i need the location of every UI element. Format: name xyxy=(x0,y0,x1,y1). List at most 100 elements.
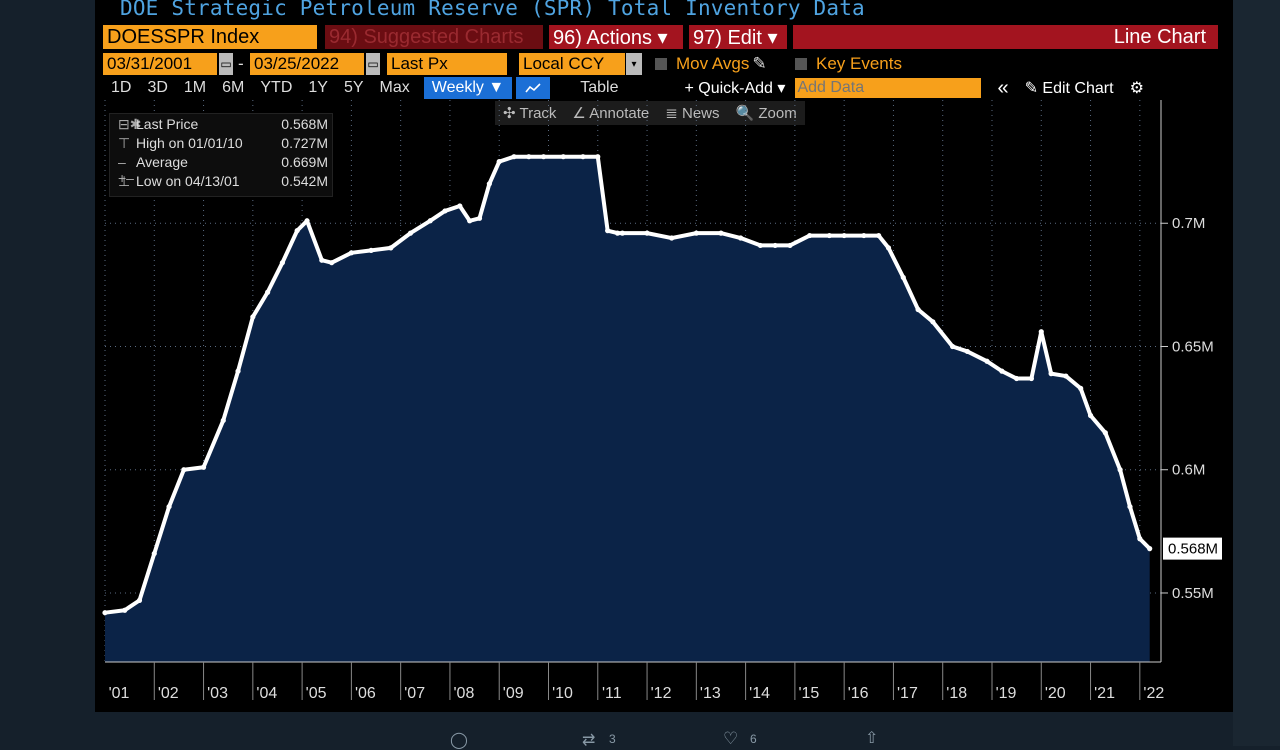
series-segment xyxy=(930,319,955,349)
x-tick-label: '02 xyxy=(158,685,179,702)
line-chart-icon[interactable] xyxy=(516,77,551,99)
range-ytd-button[interactable]: YTD xyxy=(260,79,293,96)
series-segment xyxy=(201,418,226,470)
x-tick-label: '09 xyxy=(503,685,524,702)
checkbox[interactable] xyxy=(655,58,667,70)
range-1d-button[interactable]: 1D xyxy=(111,79,132,96)
quick-add-menu[interactable]: + Quick-Add ▾ xyxy=(684,80,786,97)
range-6m-button[interactable]: 6M xyxy=(222,79,245,96)
data-point xyxy=(999,368,1005,374)
series-segment xyxy=(329,250,354,265)
retweet-icon[interactable]: ⇄ xyxy=(582,732,596,749)
edit-menu[interactable]: 97) Edit ▾ xyxy=(689,25,787,49)
range-1m-button[interactable]: 1M xyxy=(183,79,207,96)
series-segment xyxy=(645,231,674,241)
chart-tools-bar: ✣ Track ∠ Annotate ≣ News 🔍 Zoom xyxy=(495,101,805,125)
series-segment xyxy=(1039,329,1054,376)
table-button[interactable]: Table xyxy=(580,79,619,96)
data-point xyxy=(984,358,990,364)
like-icon[interactable]: ♡ xyxy=(723,729,739,748)
reply-icon[interactable]: ◯ xyxy=(450,732,468,749)
add-data-input[interactable] xyxy=(795,78,982,98)
chart-window: DOE Strategic Petroleum Reserve (SPR) To… xyxy=(95,0,1233,712)
x-tick-label: '14 xyxy=(749,685,770,702)
currency-selector[interactable]: Local CCY xyxy=(519,53,625,75)
tweet-actions: ◯ ⇄ 3 ♡ 6 ⇧ xyxy=(0,712,1233,749)
series-segment xyxy=(1029,329,1044,381)
news-button[interactable]: ≣ News xyxy=(665,105,720,122)
series-segment xyxy=(738,236,763,248)
series-segment xyxy=(787,233,812,248)
data-point xyxy=(718,230,724,236)
data-point xyxy=(457,203,463,209)
x-tick-label: '07 xyxy=(404,685,425,702)
series-segment xyxy=(236,314,255,374)
share-icon[interactable]: ⇧ xyxy=(865,730,879,747)
data-point xyxy=(1028,375,1035,382)
annotate-button[interactable]: ∠ Annotate xyxy=(572,105,650,122)
data-point xyxy=(619,230,626,236)
series-segment xyxy=(487,159,502,186)
data-point xyxy=(560,154,566,160)
track-button[interactable]: ✣ Track xyxy=(503,105,557,122)
x-tick-label: '05 xyxy=(306,685,327,702)
key-events-label: Key Events xyxy=(816,54,902,73)
data-point xyxy=(122,607,128,613)
data-point xyxy=(1137,536,1143,542)
x-tick-label: '15 xyxy=(798,685,819,702)
series-segment xyxy=(999,369,1019,381)
calendar-icon[interactable]: ▭ xyxy=(219,53,233,75)
actions-menu[interactable]: 96) Actions ▾ xyxy=(549,25,683,49)
data-point xyxy=(841,232,847,239)
range-max-button[interactable]: Max xyxy=(379,79,410,96)
range-5y-button[interactable]: 5Y xyxy=(343,79,364,96)
data-point xyxy=(511,154,517,160)
range-3d-button[interactable]: 3D xyxy=(147,79,168,96)
ticker-field[interactable]: DOESSPR Index xyxy=(103,25,317,49)
collapse-icon[interactable]: « xyxy=(997,76,1009,99)
data-point xyxy=(136,597,143,603)
data-point xyxy=(949,343,956,350)
x-tick-label: '13 xyxy=(700,685,721,702)
data-point xyxy=(1087,412,1094,419)
mov-avgs-toggle[interactable]: Mov Avgs ✎ xyxy=(655,53,767,75)
chart-type-label[interactable]: Line Chart xyxy=(793,25,1218,49)
x-tick-label: '20 xyxy=(1045,685,1066,702)
frequency-dropdown[interactable]: Weekly ▼ xyxy=(423,77,513,99)
series-segment xyxy=(1078,386,1093,418)
settings-gear-icon[interactable]: ⚙ xyxy=(1129,80,1144,97)
data-point xyxy=(540,154,547,160)
data-point xyxy=(1147,546,1153,552)
calendar-icon[interactable]: ▭ xyxy=(366,53,380,75)
pencil-icon[interactable]: ✎ xyxy=(752,54,767,73)
data-point xyxy=(265,289,271,295)
dropdown-arrow-icon[interactable]: ▾ xyxy=(626,53,642,75)
legend-box: ⊟✱ Last Price 0.568M ⊤ High on 01/01/10 … xyxy=(109,113,333,197)
legend-high: ⊤ High on 01/01/10 0.727M xyxy=(118,135,328,151)
start-date-field[interactable]: 03/31/2001 xyxy=(103,53,217,75)
x-axis: '01 '02 '03 '04 '05 '06 '07 '08 '09 '10 '11 '12 '13 '… xyxy=(105,661,1164,702)
key-events-toggle[interactable]: Key Events xyxy=(795,53,902,75)
data-point xyxy=(235,368,241,374)
end-date-field[interactable]: 03/25/2022 xyxy=(250,53,364,75)
like-count: 6 xyxy=(750,732,757,746)
data-point xyxy=(407,230,414,236)
y-axis: 0.55M 0.6M 0.65M 0.7M 0.568M xyxy=(1160,100,1222,662)
data-point xyxy=(250,314,256,320)
zoom-button[interactable]: 🔍 Zoom xyxy=(735,105,797,122)
checkbox[interactable] xyxy=(795,58,807,70)
range-1y-button[interactable]: 1Y xyxy=(308,79,328,96)
series-segment xyxy=(595,154,610,233)
data-point xyxy=(526,154,532,160)
legend-low: ⊥ Low on 04/13/01 0.542M xyxy=(118,173,328,189)
series-segment xyxy=(221,369,241,423)
series-segment xyxy=(388,231,413,250)
last-price-symbol-icon: ⊟✱ xyxy=(118,116,142,132)
data-point xyxy=(1117,467,1123,473)
data-point xyxy=(329,260,335,266)
series-segment xyxy=(1127,504,1142,541)
field-selector[interactable]: Last Px xyxy=(387,53,507,75)
series-segment xyxy=(349,248,374,255)
edit-chart-button[interactable]: ✎ Edit Chart xyxy=(1024,80,1114,97)
suggested-charts-button[interactable]: 94) Suggested Charts xyxy=(325,25,543,49)
